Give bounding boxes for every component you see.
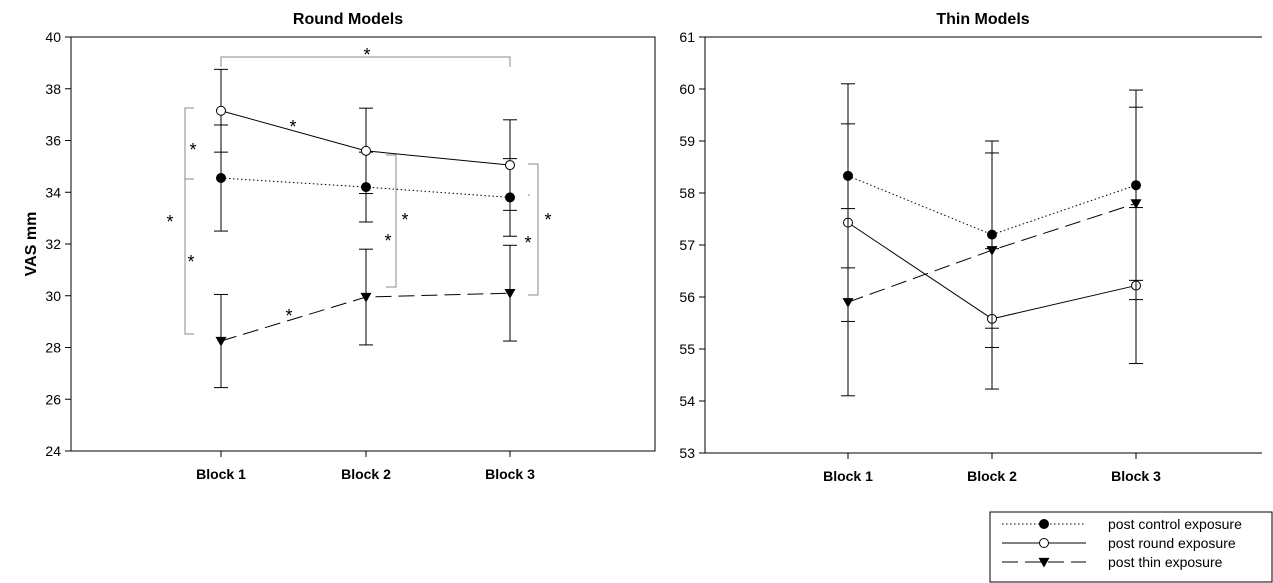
x-tick-label: Block 3	[1111, 468, 1161, 484]
y-tick-label: 57	[679, 237, 695, 253]
significance-star: *	[524, 233, 531, 253]
x-tick-label: Block 3	[485, 466, 535, 482]
y-tick-label: 30	[45, 288, 61, 304]
significance-star: *	[384, 231, 391, 251]
data-point	[216, 105, 226, 116]
series-post-thin-exposure	[841, 106, 1143, 397]
series-line	[847, 175, 1137, 236]
y-axis-label: VAS mm	[23, 212, 40, 277]
y-tick-label: 34	[45, 184, 61, 200]
x-tick-label: Block 2	[967, 468, 1017, 484]
significance-star: *	[187, 252, 194, 272]
significance-star: *	[363, 45, 370, 65]
data-point	[1130, 199, 1142, 209]
series-post-thin-exposure	[214, 244, 517, 389]
y-tick-label: 61	[679, 29, 695, 45]
y-tick-label: 53	[679, 445, 695, 461]
data-point	[215, 336, 227, 347]
data-point	[360, 292, 372, 303]
bracket	[220, 56, 511, 67]
y-tick-label: 26	[45, 391, 61, 407]
significance-star: *	[401, 210, 408, 230]
data-point	[505, 160, 515, 171]
panel-1: Round Models 24 26 28 30 32 34 36 38 40 VAS mm Bloc…	[23, 11, 656, 482]
y-tick-label: 56	[679, 289, 695, 305]
x-tick-label: Block 1	[196, 466, 246, 482]
chart-title: Round Models	[293, 11, 403, 28]
significance-star: *	[166, 212, 173, 232]
legend-label: post thin exposure	[1108, 554, 1223, 570]
series-post-round-exposure	[214, 68, 517, 211]
y-tick-label: 58	[679, 185, 695, 201]
data-point	[216, 173, 226, 184]
significance-star: *	[289, 117, 296, 137]
legend: post control exposure post round exposure…	[989, 511, 1273, 583]
data-point	[842, 298, 854, 308]
y-tick-label: 24	[45, 443, 61, 459]
legend-marker	[1039, 519, 1049, 529]
data-point	[361, 145, 371, 156]
data-point	[504, 289, 516, 299]
legend-box	[989, 511, 1273, 583]
y-tick-label: 32	[45, 236, 61, 252]
bracket	[528, 163, 539, 296]
data-point	[986, 246, 998, 256]
bracket	[184, 178, 194, 335]
panel-2: Thin Models 53 54 55 56 57 58 59 60 61 Block 1 Bloc…	[679, 11, 1262, 484]
x-tick-label: Block 2	[341, 466, 391, 482]
legend-marker	[1038, 557, 1050, 568]
y-tick-label: 28	[45, 340, 61, 356]
significance-annotations: * * * * * * * * * *	[166, 45, 552, 335]
y-tick-label: 59	[679, 133, 695, 149]
y-tick-label: 40	[45, 29, 61, 45]
y-tick-label: 36	[45, 133, 61, 149]
significance-star: *	[285, 306, 292, 326]
legend-marker	[1039, 538, 1049, 548]
legend-label: post control exposure	[1108, 516, 1242, 532]
significance-star: *	[189, 140, 196, 160]
legend-label: post round exposure	[1108, 535, 1236, 551]
y-tick-label: 55	[679, 341, 695, 357]
x-tick-label: Block 1	[823, 468, 873, 484]
y-tick-label: 54	[679, 393, 695, 409]
bracket	[386, 154, 397, 288]
y-tick-label: 60	[679, 81, 695, 97]
y-tick-label: 38	[45, 81, 61, 97]
chart-title: Thin Models	[936, 11, 1029, 28]
plot-frame	[70, 36, 656, 452]
significance-star: *	[544, 210, 551, 230]
